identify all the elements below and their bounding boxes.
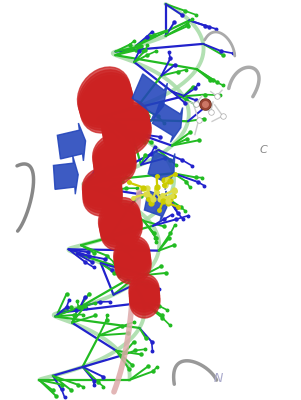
Ellipse shape [82, 171, 122, 207]
Ellipse shape [94, 143, 136, 183]
Ellipse shape [82, 168, 122, 204]
Polygon shape [153, 102, 183, 142]
Ellipse shape [93, 134, 135, 174]
Ellipse shape [79, 73, 132, 127]
Ellipse shape [130, 283, 160, 315]
Ellipse shape [104, 111, 151, 157]
Ellipse shape [114, 242, 150, 278]
Ellipse shape [102, 102, 150, 148]
Ellipse shape [94, 140, 135, 180]
Ellipse shape [114, 239, 150, 275]
Ellipse shape [77, 67, 130, 122]
Polygon shape [132, 74, 167, 122]
Ellipse shape [81, 78, 133, 133]
Polygon shape [54, 156, 78, 194]
Text: N: N [213, 372, 223, 384]
Ellipse shape [129, 274, 159, 306]
Ellipse shape [83, 174, 122, 210]
Ellipse shape [114, 236, 150, 272]
Ellipse shape [130, 286, 160, 318]
Ellipse shape [93, 137, 135, 177]
Polygon shape [144, 191, 167, 222]
Polygon shape [57, 123, 85, 161]
Ellipse shape [103, 105, 150, 151]
Ellipse shape [98, 198, 140, 239]
Ellipse shape [100, 203, 141, 245]
Ellipse shape [103, 108, 151, 154]
Ellipse shape [94, 146, 136, 186]
Text: C: C [259, 145, 267, 155]
Ellipse shape [100, 206, 142, 248]
Ellipse shape [115, 248, 151, 284]
Ellipse shape [101, 209, 142, 250]
Polygon shape [148, 151, 175, 190]
Ellipse shape [83, 180, 122, 216]
Ellipse shape [102, 99, 149, 145]
Ellipse shape [129, 277, 159, 309]
Ellipse shape [99, 200, 141, 242]
Ellipse shape [80, 76, 132, 130]
Ellipse shape [115, 245, 151, 281]
Ellipse shape [78, 70, 131, 124]
Ellipse shape [129, 280, 160, 312]
Ellipse shape [83, 177, 122, 213]
